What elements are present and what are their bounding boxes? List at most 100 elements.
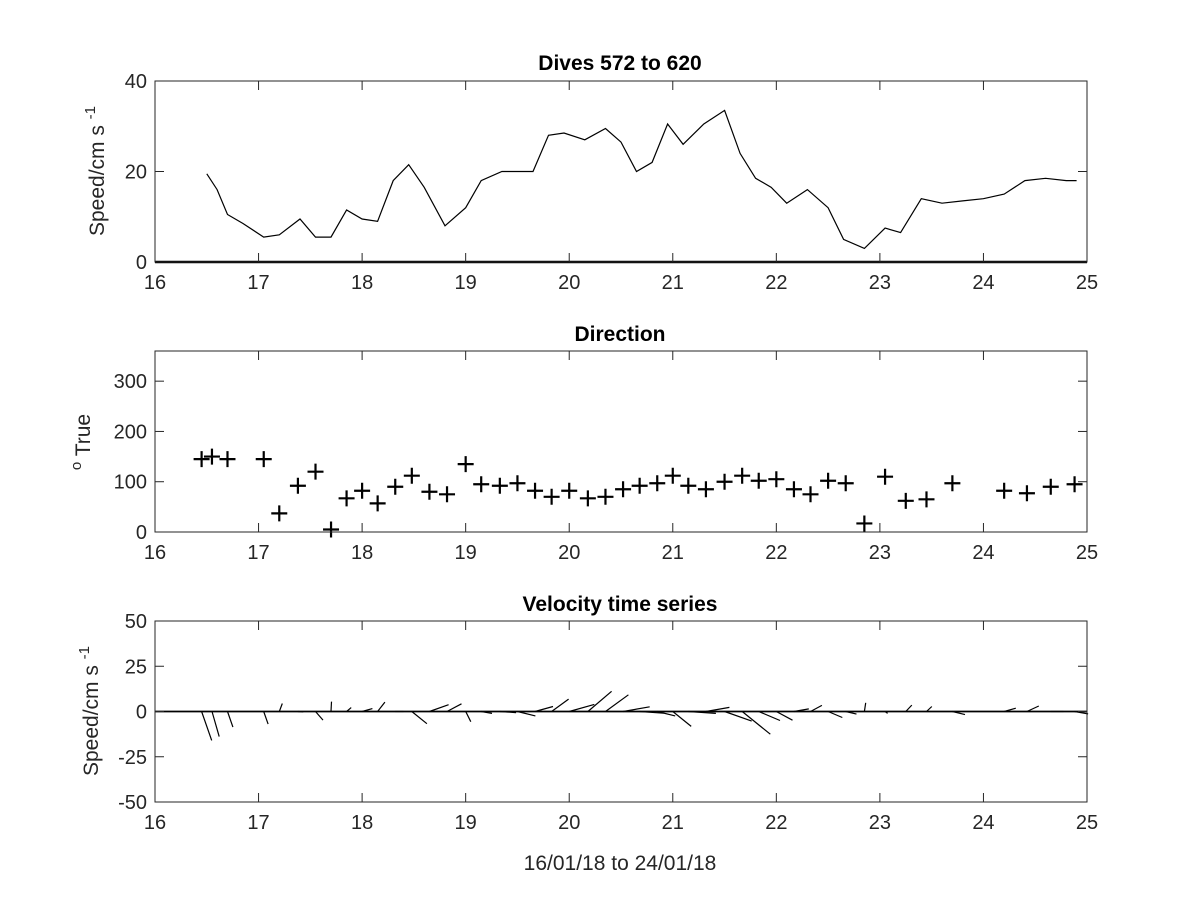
velocity-x-axis-label: 16/01/18 to 24/01/18 xyxy=(524,852,717,875)
velocity-stick xyxy=(429,704,449,713)
y-tick-label: 0 xyxy=(136,702,147,724)
velocity-panel-title: Velocity time series xyxy=(523,593,718,616)
y-tick-label: 100 xyxy=(114,472,147,494)
x-tick-label: 17 xyxy=(247,812,269,834)
velocity-stick xyxy=(569,703,595,713)
x-tick-label: 17 xyxy=(247,272,269,294)
direction-point xyxy=(219,451,236,468)
x-tick-label: 24 xyxy=(972,272,994,294)
direction-point xyxy=(527,482,544,499)
speed-series-line xyxy=(206,109,1077,250)
velocity-stick xyxy=(278,703,283,712)
velocity-stick xyxy=(226,711,234,728)
x-tick-label: 24 xyxy=(972,542,994,564)
x-tick-label: 22 xyxy=(765,812,787,834)
x-tick-label: 18 xyxy=(351,542,373,564)
y-tick-label: 25 xyxy=(125,656,147,678)
direction-point xyxy=(768,471,785,488)
direction-point xyxy=(193,451,210,468)
x-tick-label: 16 xyxy=(144,272,166,294)
direction-point xyxy=(509,475,526,492)
direction-point xyxy=(785,481,802,498)
speed-panel: Dives 572 to 620 16 17 18 19 20 21 22 23 24 25 0 20… xyxy=(82,52,1098,294)
x-tick-label: 23 xyxy=(869,272,891,294)
velocity-panel: Velocity time series 16 17 18 19 20 21 22 23 24 2… xyxy=(76,593,1098,875)
velocity-stick xyxy=(810,704,823,713)
direction-point xyxy=(543,488,560,505)
velocity-stick xyxy=(672,711,692,727)
velocity-stick xyxy=(1026,705,1040,713)
x-tick-label: 18 xyxy=(351,812,373,834)
x-tick-label: 19 xyxy=(455,812,477,834)
velocity-stick xyxy=(905,704,913,712)
velocity-y-axis-label: Speed/cm s -1 xyxy=(76,646,103,776)
direction-point xyxy=(680,477,697,494)
direction-point xyxy=(421,483,438,500)
velocity-stick xyxy=(446,703,462,713)
direction-point xyxy=(439,486,456,503)
y-tick-label: -50 xyxy=(118,792,147,814)
speed-panel-title: Dives 572 to 620 xyxy=(538,52,701,75)
speed-panel-frame xyxy=(154,80,1088,263)
direction-point xyxy=(1066,476,1083,493)
direction-point xyxy=(579,490,596,507)
x-tick-label: 16 xyxy=(144,542,166,564)
velocity-stick xyxy=(211,711,220,737)
direction-point xyxy=(750,472,767,489)
x-tick-label: 22 xyxy=(765,542,787,564)
velocity-stick xyxy=(724,710,752,722)
direction-point xyxy=(491,477,508,494)
y-tick-label: 200 xyxy=(114,421,147,443)
x-tick-label: 25 xyxy=(1076,542,1098,564)
direction-point xyxy=(561,482,578,499)
direction-point xyxy=(473,476,490,493)
velocity-stick xyxy=(411,711,428,725)
velocity-stick xyxy=(863,702,867,712)
y-tick-label: -25 xyxy=(118,747,147,769)
direction-point xyxy=(664,467,681,484)
x-tick-label: 23 xyxy=(869,812,891,834)
velocity-stick xyxy=(551,698,569,712)
direction-point xyxy=(837,475,854,492)
x-tick-label: 25 xyxy=(1076,812,1098,834)
direction-point xyxy=(697,481,714,498)
direction-point xyxy=(369,495,386,512)
velocity-stick xyxy=(587,690,612,712)
direction-point xyxy=(597,488,614,505)
direction-point xyxy=(203,448,220,465)
velocity-stick xyxy=(201,711,213,741)
y-tick-label: 0 xyxy=(136,252,147,274)
x-tick-label: 23 xyxy=(869,542,891,564)
velocity-stick xyxy=(263,711,269,725)
direction-point xyxy=(354,482,371,499)
x-tick-label: 16 xyxy=(144,812,166,834)
direction-point xyxy=(716,473,733,490)
speed-y-axis-label: Speed/cm s -1 xyxy=(82,106,109,236)
y-tick-label: 50 xyxy=(125,611,147,633)
direction-point xyxy=(403,467,420,484)
x-tick-label: 19 xyxy=(455,542,477,564)
x-tick-label: 22 xyxy=(765,272,787,294)
direction-panel-title: Direction xyxy=(574,323,665,346)
x-tick-label: 21 xyxy=(662,272,684,294)
velocity-stick xyxy=(315,711,324,721)
direction-point xyxy=(255,451,272,468)
direction-point xyxy=(996,482,1013,499)
velocity-stick xyxy=(827,710,843,719)
direction-point xyxy=(387,478,404,495)
x-tick-label: 17 xyxy=(247,542,269,564)
x-tick-label: 21 xyxy=(662,542,684,564)
direction-point xyxy=(877,468,894,485)
x-tick-label: 21 xyxy=(662,812,684,834)
direction-panel-frame xyxy=(154,350,1088,533)
direction-point xyxy=(271,505,288,522)
direction-point xyxy=(856,515,873,532)
x-tick-label: 25 xyxy=(1076,272,1098,294)
direction-point xyxy=(820,472,837,489)
direction-panel: Direction 16 17 18 19 20 21 22 23 24 25 0 100 200 300… xyxy=(68,323,1098,564)
x-tick-label: 24 xyxy=(972,812,994,834)
x-tick-label: 20 xyxy=(558,812,580,834)
y-tick-label: 40 xyxy=(125,71,147,93)
velocity-stick xyxy=(605,694,629,712)
